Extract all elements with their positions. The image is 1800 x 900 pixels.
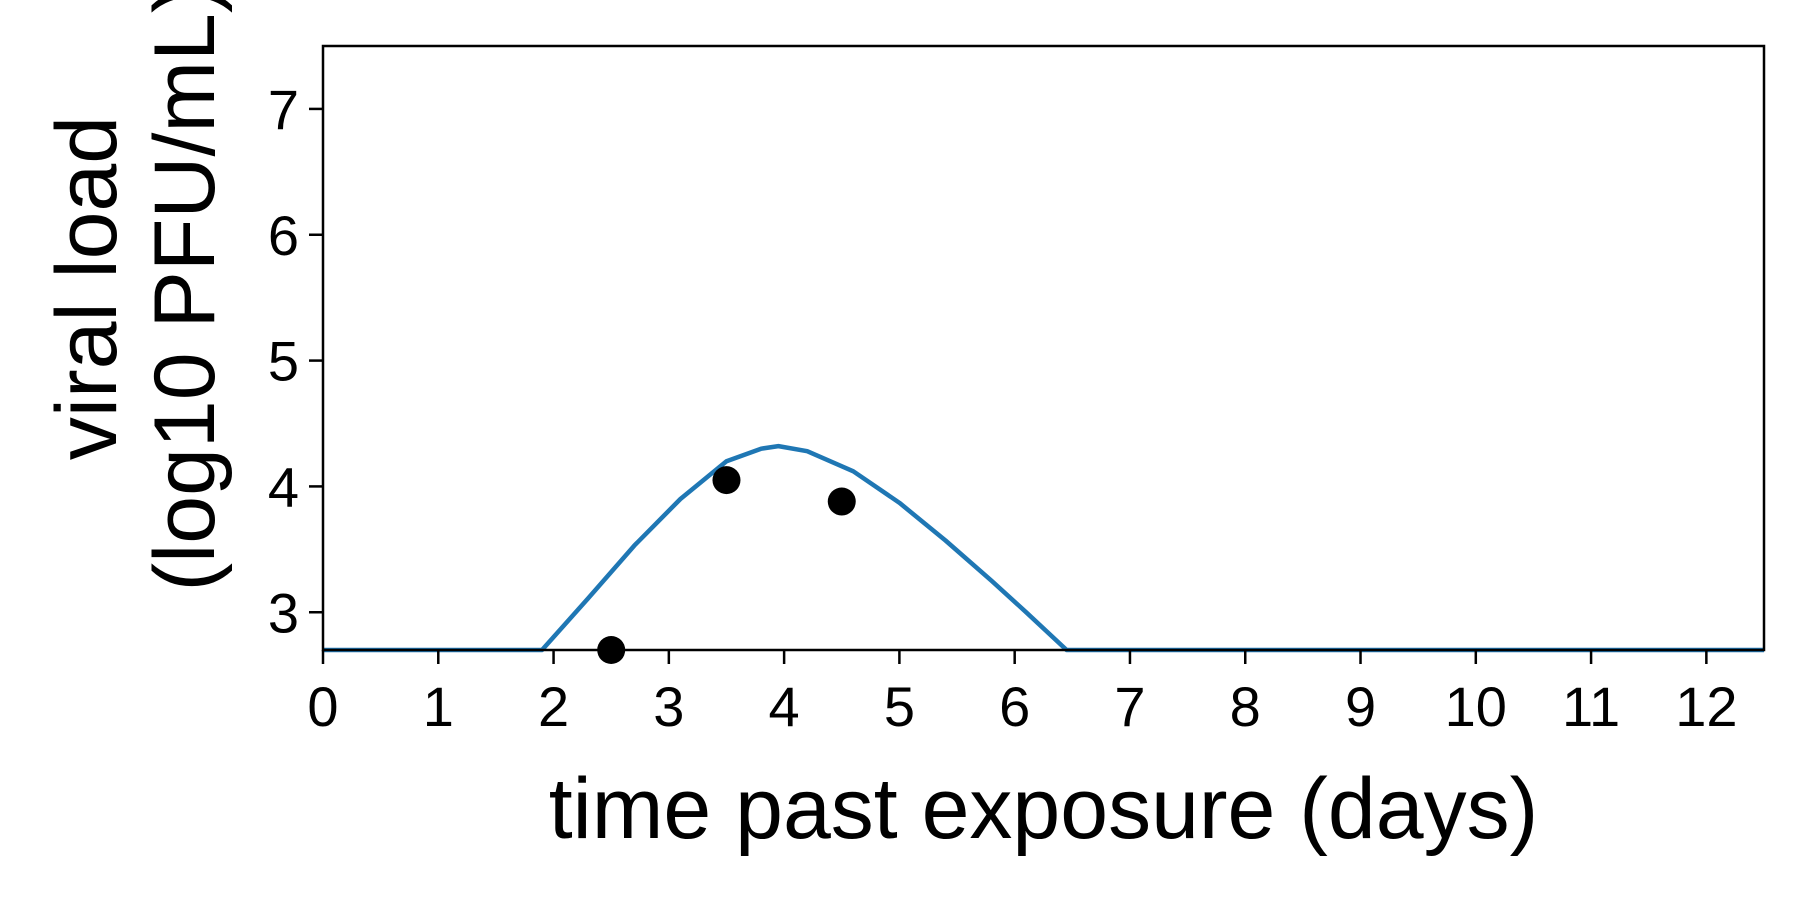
plot-area	[323, 443, 1764, 664]
y-tick-label: 3	[268, 581, 299, 644]
x-tick-label: 1	[423, 675, 454, 738]
x-tick-label: 5	[884, 675, 915, 738]
x-tick-label: 0	[307, 675, 338, 738]
x-axis: 0 1 2 3 4 5 6 7 8 9 10 11 12	[307, 650, 1738, 738]
x-tick-label: 8	[1230, 675, 1261, 738]
x-tick-label: 7	[1114, 675, 1145, 738]
x-tick-label: 4	[769, 675, 800, 738]
x-tick-label: 10	[1445, 675, 1507, 738]
x-tick-label: 12	[1675, 675, 1737, 738]
y-axis-title-line2: (log10 PFU/mL)	[137, 0, 233, 591]
data-point	[827, 487, 856, 516]
y-tick-label: 7	[268, 78, 299, 141]
plot-frame	[321, 44, 1766, 652]
series-line-0	[323, 443, 1764, 653]
data-point	[712, 466, 741, 495]
y-tick-label: 6	[268, 204, 299, 267]
x-tick-label: 9	[1345, 675, 1376, 738]
y-tick-label: 4	[268, 455, 299, 518]
x-tick-label: 3	[653, 675, 684, 738]
y-tick-label: 5	[268, 330, 299, 393]
x-tick-label: 2	[538, 675, 569, 738]
y-axis: 3 4 5 6 7	[268, 78, 323, 644]
x-axis-title: time past exposure (days)	[549, 761, 1538, 857]
x-tick-label: 11	[1562, 675, 1620, 738]
y-axis-title-line1: viral load	[39, 116, 135, 460]
x-tick-label: 6	[999, 675, 1030, 738]
